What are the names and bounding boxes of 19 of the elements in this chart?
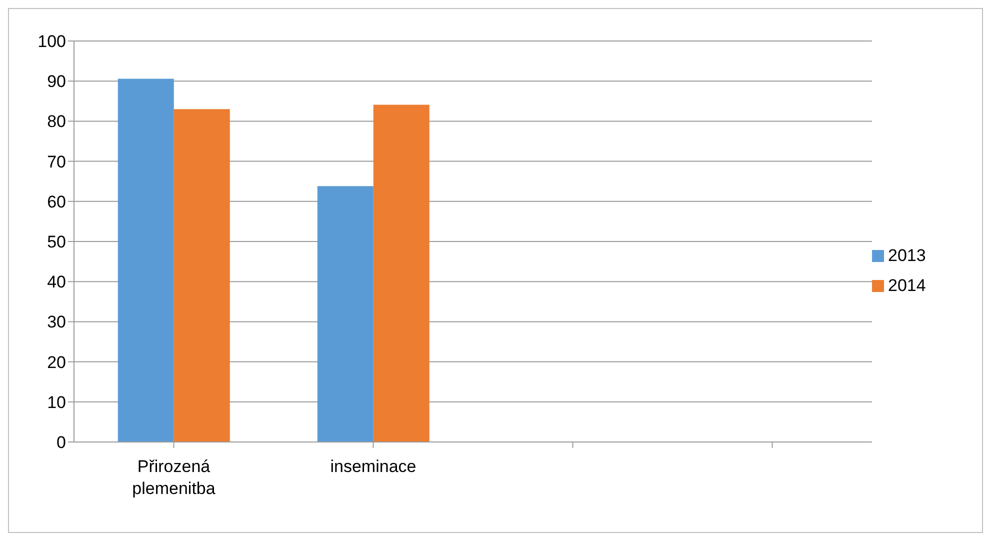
x-tick-label: Přirozená plemenitba [132,457,216,498]
y-tick-label: 80 [47,112,66,132]
y-tick-label: 40 [47,272,66,292]
x-tick-label: inseminace [330,457,416,476]
y-tick-label: 20 [47,352,66,372]
bar [174,109,230,442]
y-tick-label: 70 [47,152,66,172]
y-tick-label: 0 [56,433,66,452]
bar [373,104,430,442]
bar [118,78,174,442]
y-tick-label: 30 [47,312,66,332]
legend-label: 2014 [888,276,926,294]
y-tick-label: 100 [38,32,66,52]
y-tick-label: 10 [47,392,66,412]
y-tick-label: 50 [47,232,66,252]
y-tick-label: 60 [47,192,66,212]
bar [317,186,374,442]
y-tick-label: 90 [47,72,66,92]
legend-label: 2013 [888,246,926,264]
